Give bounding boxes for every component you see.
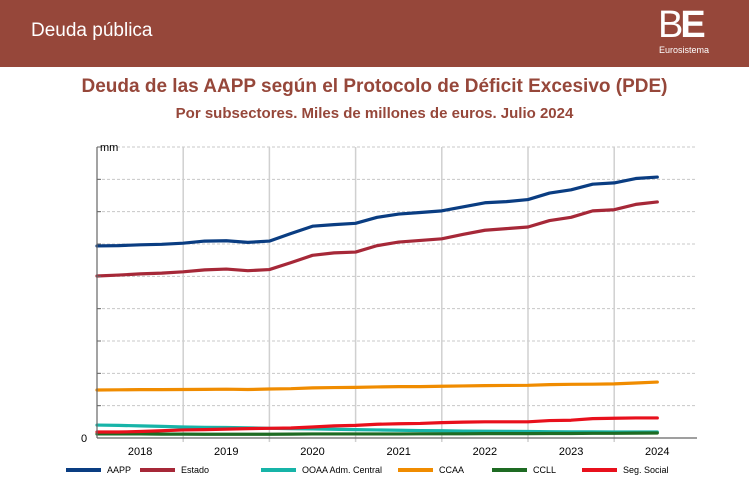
series-line-ooaa-adm-central: [95, 423, 659, 434]
x-tick-label: 2020: [300, 446, 324, 458]
chart-legend: AAPP Estado OOAA Adm. Central CCAA CCLL Seg. …: [0, 463, 749, 483]
chart-subtitle: Por subsectores. Miles de millones de eu…: [175, 105, 574, 122]
legend-item: AAPP: [66, 463, 131, 477]
y-tick-label: 0: [81, 433, 87, 445]
legend-label: CCLL: [533, 465, 557, 475]
grid-layer: [97, 146, 697, 442]
x-tick-label: 2018: [128, 446, 152, 458]
page-header: Deuda pública BE Eurosistema: [0, 0, 749, 67]
legend-swatch: [261, 468, 296, 472]
series-line-ccaa: [95, 380, 659, 392]
legend-label: Seg. Social: [623, 465, 669, 475]
x-tick-label: 2023: [559, 446, 583, 458]
axis-layer: 0 2018 2019 2020 2021 2022 2023 2024: [81, 146, 697, 458]
y-axis-unit-label: mm: [100, 142, 118, 154]
legend-label: AAPP: [107, 465, 132, 475]
logo-letter-b: B: [658, 4, 683, 46]
x-tick-label: 2024: [645, 446, 669, 458]
chart-title: Deuda de las AAPP según el Protocolo de …: [81, 76, 668, 97]
legend-swatch: [66, 468, 101, 472]
legend-swatch: [140, 468, 175, 472]
legend-label: Estado: [181, 465, 210, 475]
logo-letter-e: E: [680, 4, 705, 46]
legend-item: Seg. Social: [582, 463, 669, 477]
eurosistema-logo: BE Eurosistema: [658, 6, 718, 58]
logo-subtitle: Eurosistema: [659, 45, 710, 55]
page-section-title: Deuda pública: [31, 20, 153, 41]
legend-item: Estado: [140, 463, 209, 477]
legend-label: OOAA Adm. Central: [302, 465, 383, 475]
series-line-ccll: [95, 431, 659, 436]
legend-swatch: [492, 468, 527, 472]
legend-item: CCLL: [492, 463, 556, 477]
legend-swatch: [582, 468, 617, 472]
legend-item: CCAA: [398, 463, 464, 477]
legend-item: OOAA Adm. Central: [261, 463, 382, 477]
series-line-seg-social: [95, 416, 659, 434]
legend-label: CCAA: [439, 465, 465, 475]
x-tick-label: 2021: [386, 446, 410, 458]
series-line-aapp: [95, 175, 659, 248]
series-line-estado: [95, 200, 659, 278]
logo-mark: BE: [658, 4, 706, 46]
x-tick-label: 2019: [214, 446, 238, 458]
x-tick-label: 2022: [473, 446, 497, 458]
legend-swatch: [398, 468, 433, 472]
series-layer: [95, 175, 659, 436]
